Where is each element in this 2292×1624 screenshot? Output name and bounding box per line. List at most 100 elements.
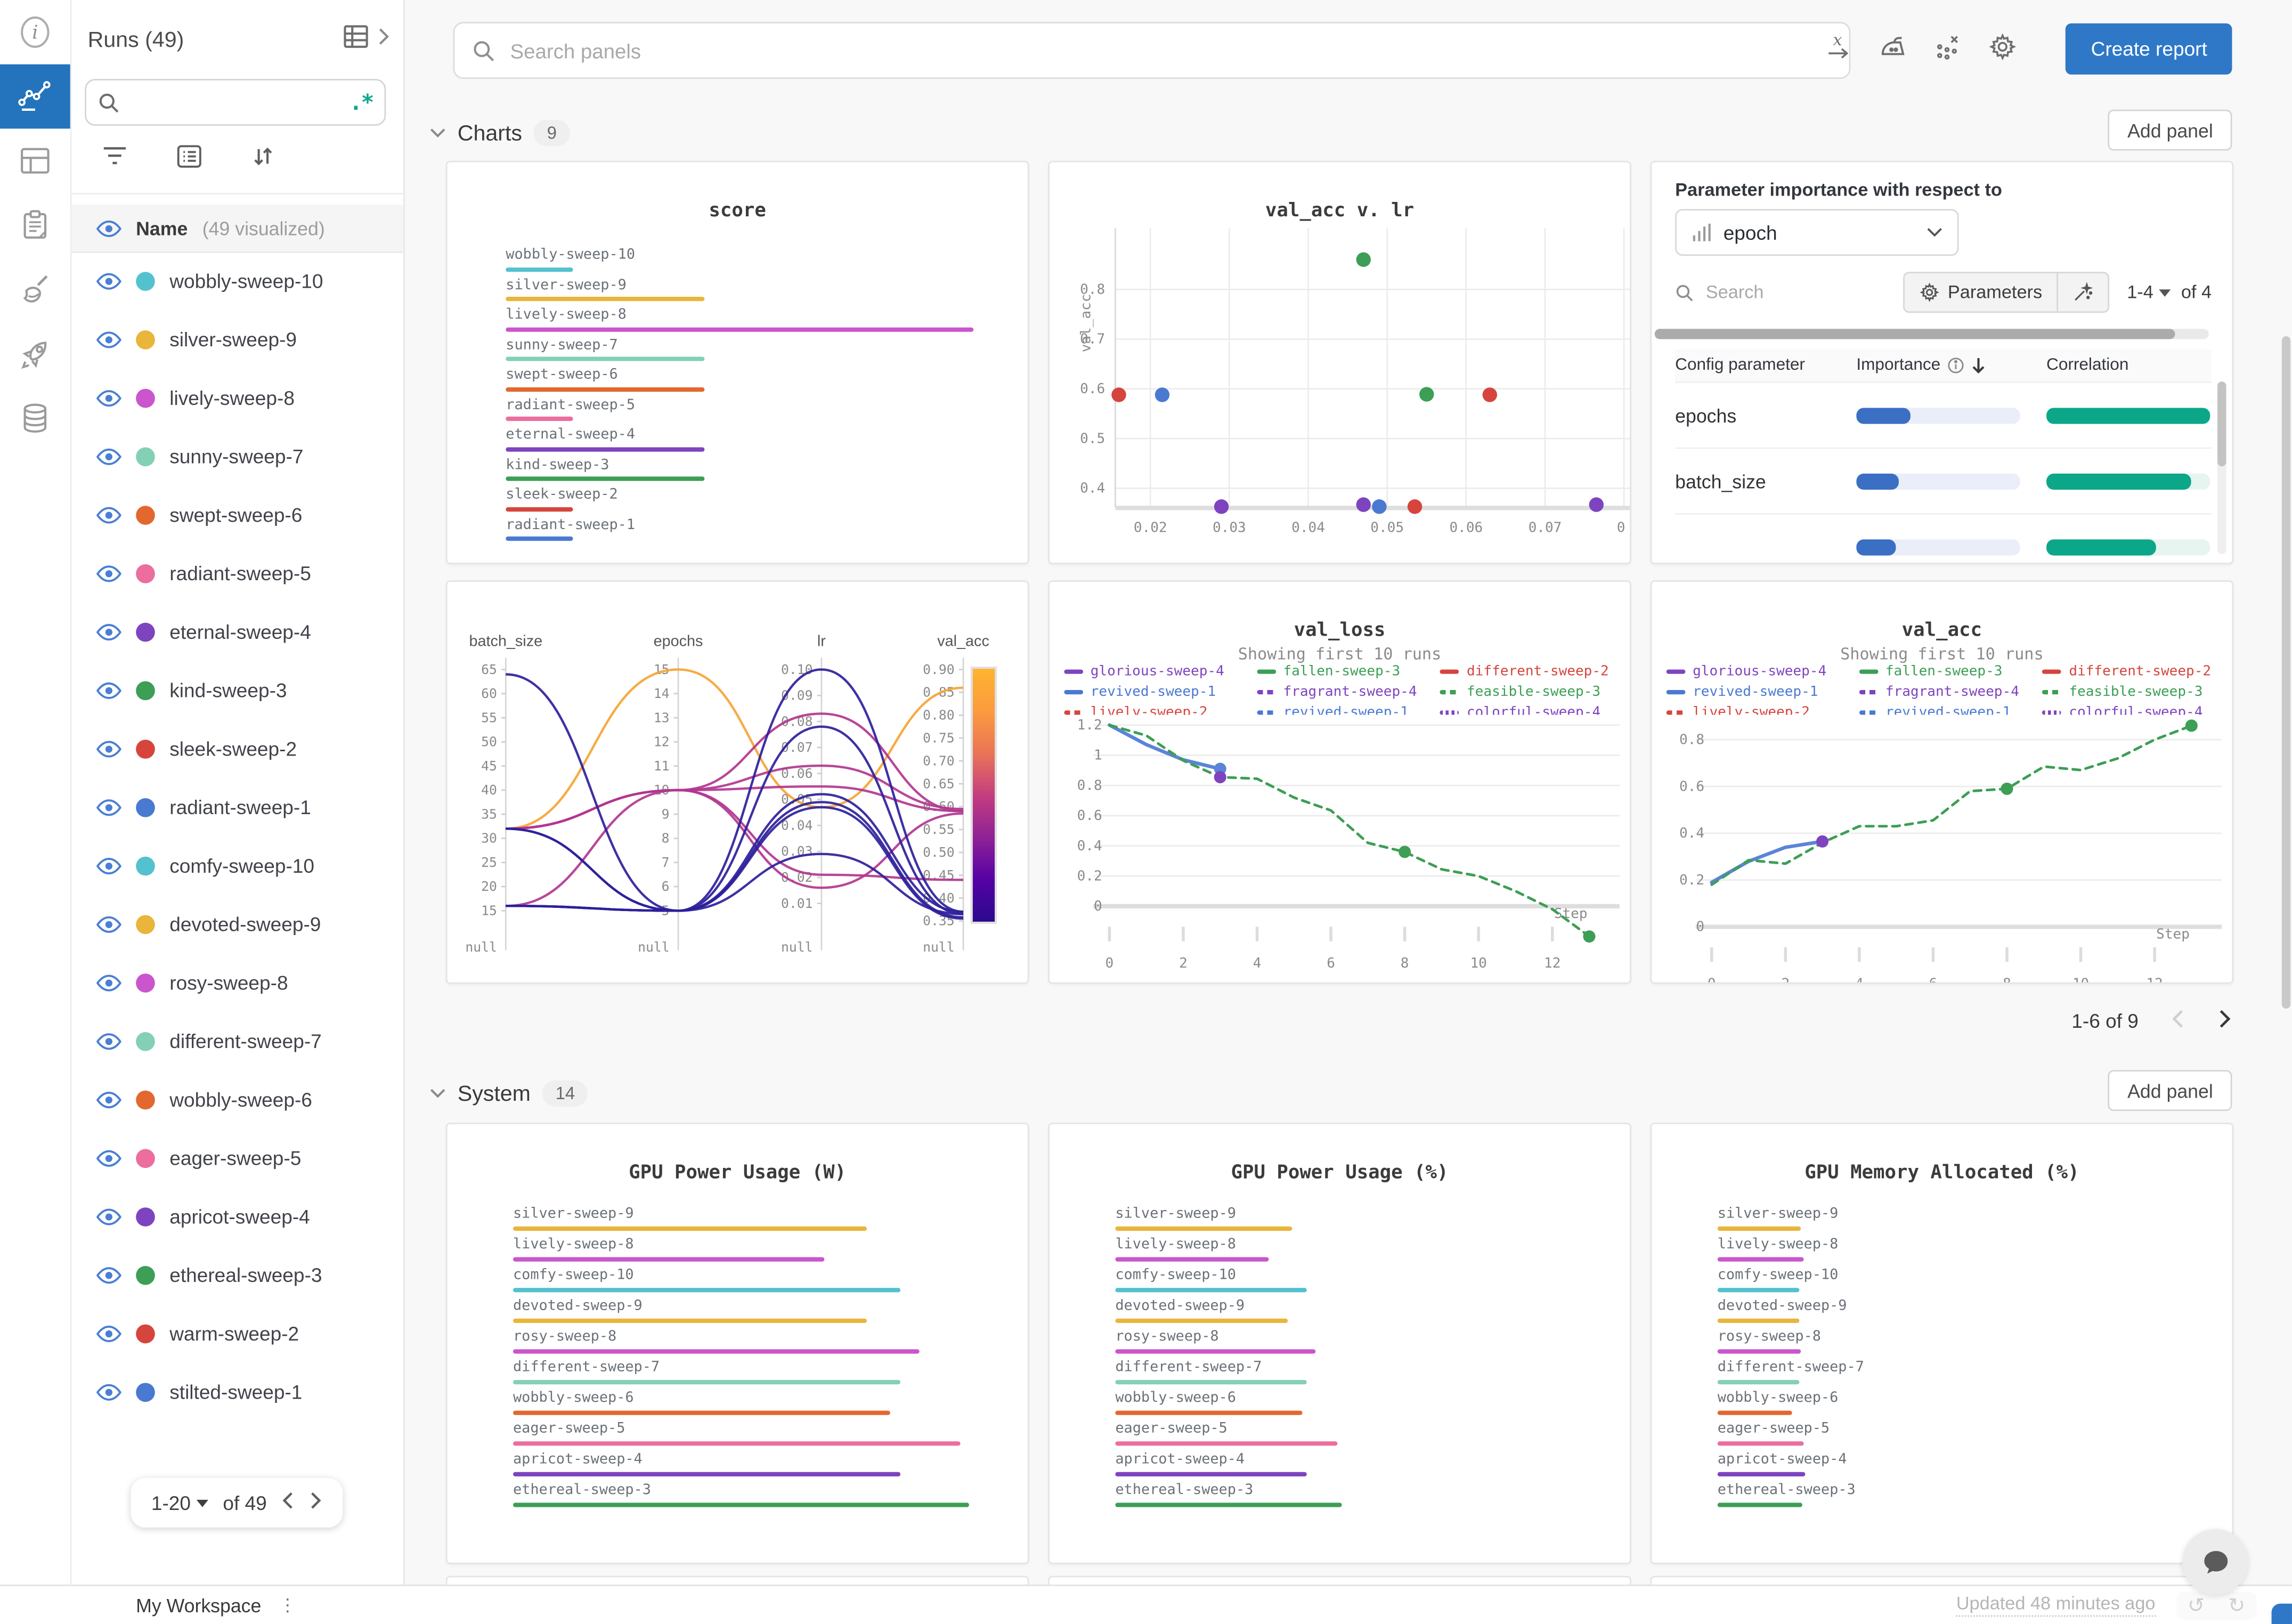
eye-icon[interactable] [96, 1090, 121, 1109]
charts-next-icon[interactable] [2217, 1009, 2232, 1034]
run-name[interactable]: eager-sweep-5 [169, 1147, 302, 1169]
run-bar-row[interactable]: radiant-sweep-5 [506, 397, 1003, 427]
run-bar-row[interactable]: kind-sweep-3 [506, 457, 1003, 486]
legend-item[interactable]: colorful-sweep-4 [2042, 703, 2226, 715]
run-bar-row[interactable]: apricot-sweep-4 [1717, 1451, 2196, 1482]
prev-page-icon[interactable] [281, 1491, 295, 1514]
legend-item[interactable]: revived-sweep-1 [1257, 703, 1441, 715]
run-name[interactable]: rosy-sweep-8 [169, 971, 288, 994]
runs-table-icon[interactable] [0, 128, 70, 193]
sort-icon[interactable] [251, 144, 275, 175]
eye-icon[interactable] [96, 1382, 121, 1401]
run-name[interactable]: warm-sweep-2 [169, 1322, 299, 1344]
run-bar-row[interactable]: radiant-sweep-1 [506, 517, 1003, 547]
run-name[interactable]: ethereal-sweep-3 [169, 1263, 322, 1286]
system-section-title[interactable]: System [457, 1081, 531, 1106]
eye-icon[interactable] [96, 622, 121, 641]
run-bar-row[interactable]: sleek-sweep-2 [506, 487, 1003, 517]
run-name[interactable]: radiant-sweep-1 [169, 795, 311, 818]
run-row[interactable]: sunny-sweep-7 [70, 427, 404, 485]
panel-parameter-importance[interactable]: Parameter importance with respect to epo… [1650, 160, 2234, 565]
run-bar-row[interactable]: silver-sweep-9 [1115, 1206, 1593, 1237]
legend-item[interactable]: lively-sweep-2 [1666, 703, 1859, 715]
param-row[interactable]: epochs [1675, 381, 2212, 447]
charts-collapse-icon[interactable] [430, 123, 446, 143]
run-row[interactable]: wobbly-sweep-10 [70, 251, 404, 310]
legend-item[interactable]: different-sweep-2 [2042, 662, 2226, 681]
horizontal-scrollbar[interactable] [1654, 329, 2209, 339]
panel-search-input[interactable] [507, 37, 1832, 64]
run-name[interactable]: stilted-sweep-1 [169, 1381, 303, 1403]
run-name[interactable]: wobbly-sweep-10 [169, 270, 323, 292]
metric-dropdown[interactable]: epoch [1675, 209, 1959, 256]
next-page-icon[interactable] [309, 1491, 322, 1514]
magic-wand-icon[interactable] [2057, 273, 2108, 312]
legend-item[interactable]: glorious-sweep-4 [1064, 662, 1257, 681]
run-bar-row[interactable]: devoted-sweep-9 [1115, 1298, 1593, 1329]
eye-icon[interactable] [96, 973, 121, 992]
run-bar-row[interactable]: apricot-sweep-4 [1115, 1451, 1593, 1482]
run-bar-row[interactable]: different-sweep-7 [513, 1360, 991, 1391]
eye-icon[interactable] [96, 1323, 121, 1343]
run-bar-row[interactable]: lively-sweep-8 [506, 307, 1003, 337]
run-row[interactable]: radiant-sweep-5 [70, 544, 404, 603]
legend-item[interactable]: colorful-sweep-4 [1440, 703, 1624, 715]
run-bar-row[interactable]: lively-sweep-8 [1717, 1237, 2196, 1268]
eye-icon[interactable] [96, 330, 121, 349]
run-row[interactable]: eternal-sweep-4 [70, 602, 404, 661]
run-name[interactable]: comfy-sweep-10 [169, 854, 315, 876]
group-icon[interactable] [177, 144, 202, 175]
run-name[interactable]: apricot-sweep-4 [169, 1205, 310, 1228]
eye-icon[interactable] [96, 914, 121, 933]
eye-icon[interactable] [96, 564, 121, 583]
run-row[interactable]: swept-sweep-6 [70, 485, 404, 544]
panel-gpu-power-w[interactable]: GPU Power Usage (W) silver-sweep-9 lively… [445, 1123, 1029, 1564]
expand-chevron-icon[interactable] [374, 26, 392, 53]
run-row[interactable]: apricot-sweep-4 [70, 1187, 404, 1246]
run-bar-row[interactable]: rosy-sweep-8 [513, 1329, 991, 1360]
eye-icon[interactable] [96, 271, 121, 290]
run-bar-row[interactable]: wobbly-sweep-10 [506, 247, 1003, 277]
sort-desc-icon[interactable] [1970, 356, 1986, 374]
run-row[interactable]: radiant-sweep-1 [70, 778, 404, 837]
eye-icon[interactable] [96, 856, 121, 875]
run-bar-row[interactable]: ethereal-sweep-3 [1717, 1482, 2196, 1513]
run-bar-row[interactable]: ethereal-sweep-3 [1115, 1482, 1593, 1513]
workspace-menu-icon[interactable]: ⋮ [279, 1595, 298, 1615]
run-bar-row[interactable]: wobbly-sweep-6 [513, 1390, 991, 1421]
run-bar-row[interactable]: sunny-sweep-7 [506, 337, 1003, 367]
eye-icon[interactable] [96, 1032, 121, 1051]
create-report-button[interactable]: Create report [2066, 23, 2232, 75]
redo-icon[interactable]: ↻ [2228, 1593, 2246, 1617]
workspace-title[interactable]: My Workspace [136, 1594, 262, 1617]
legend-item[interactable]: lively-sweep-2 [1064, 703, 1257, 715]
run-row[interactable]: different-sweep-7 [70, 1012, 404, 1070]
run-row[interactable]: devoted-sweep-9 [70, 895, 404, 953]
legend-item[interactable]: fragrant-sweep-4 [1257, 683, 1441, 702]
eye-icon[interactable] [96, 218, 121, 238]
run-name[interactable]: eternal-sweep-4 [169, 620, 311, 643]
parameters-button[interactable]: Parameters [1904, 273, 2057, 311]
legend-item[interactable]: fragrant-sweep-4 [1859, 683, 2043, 702]
run-bar-row[interactable]: different-sweep-7 [1717, 1360, 2196, 1391]
run-bar-row[interactable]: eager-sweep-5 [1717, 1421, 2196, 1452]
panel-val-acc-v-lr[interactable]: val_acc v. lr 0.4 0.5 0.6 0.7 0.8 0.02 0.03 0.0… [1048, 160, 1631, 565]
run-bar-row[interactable]: rosy-sweep-8 [1717, 1329, 2196, 1360]
run-name[interactable]: wobbly-sweep-6 [169, 1088, 312, 1110]
legend-item[interactable]: fallen-sweep-3 [1859, 662, 2043, 681]
param-search-box[interactable] [1675, 280, 1903, 304]
regex-icon[interactable]: .* [349, 89, 375, 116]
x-axis-icon[interactable]: x [1824, 31, 1854, 69]
run-bar-row[interactable]: comfy-sweep-10 [513, 1268, 991, 1298]
panel-val-acc[interactable]: val_acc Showing first 10 runs glorious-s… [1650, 580, 2234, 984]
charts-add-panel-button[interactable]: Add panel [2108, 109, 2232, 151]
legend-item[interactable]: feasible-sweep-3 [1440, 683, 1624, 702]
run-name[interactable]: swept-sweep-6 [169, 504, 303, 526]
run-row[interactable]: lively-sweep-8 [70, 368, 404, 427]
param-row[interactable] [1675, 513, 2212, 563]
run-bar-row[interactable]: wobbly-sweep-6 [1115, 1390, 1593, 1421]
run-name[interactable]: kind-sweep-3 [169, 679, 287, 701]
panel-val-loss[interactable]: val_loss Showing first 10 runs glorious-… [1048, 580, 1631, 984]
run-bar-row[interactable]: silver-sweep-9 [513, 1206, 991, 1237]
run-bar-row[interactable]: eternal-sweep-4 [506, 427, 1003, 457]
